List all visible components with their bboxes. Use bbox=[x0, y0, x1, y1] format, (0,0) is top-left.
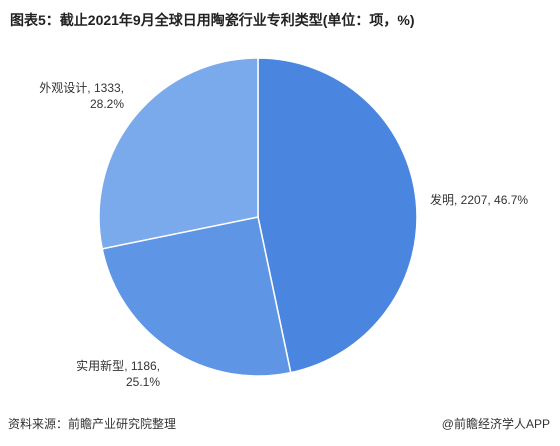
pie-slice bbox=[257, 57, 418, 374]
pie-slice bbox=[101, 216, 292, 377]
slice-label: 发明, 2207, 46.7% bbox=[430, 192, 528, 208]
label-part: , 1186, 25.1% bbox=[124, 359, 160, 389]
label-part: 实用新型 bbox=[76, 359, 125, 373]
credit: @前瞻经济学人APP bbox=[441, 417, 550, 431]
slice-label: 外观设计, 1333, 28.2% bbox=[39, 80, 124, 112]
source: 资料来源：前瞻产业研究院整理 bbox=[8, 417, 177, 431]
label-part: , 2207, 46.7% bbox=[454, 193, 529, 207]
label-part: 发明 bbox=[430, 193, 455, 207]
slice-label: 实用新型, 1186, 25.1% bbox=[76, 358, 160, 390]
label-part: 外观设计 bbox=[39, 81, 88, 95]
chart-title: 图表5：截止2021年9月全球日用陶瓷行业专利类型(单位：项，%) bbox=[10, 12, 415, 28]
pie-slice bbox=[98, 57, 259, 250]
label-part: , 1333, 28.2% bbox=[87, 81, 124, 111]
